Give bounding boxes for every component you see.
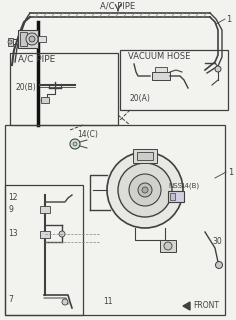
Bar — [41, 97, 49, 103]
Circle shape — [26, 33, 38, 45]
Bar — [10, 53, 118, 125]
Bar — [40, 231, 50, 238]
Bar — [120, 50, 228, 110]
Circle shape — [59, 231, 65, 237]
Bar — [137, 152, 153, 160]
Text: 12: 12 — [8, 194, 17, 203]
Bar — [170, 193, 175, 200]
Text: 9: 9 — [8, 205, 13, 214]
Bar — [160, 240, 176, 252]
Bar — [152, 72, 170, 80]
Bar — [8, 38, 13, 46]
Text: A/C PIPE: A/C PIPE — [18, 54, 55, 63]
Text: A/C PIPE: A/C PIPE — [101, 2, 135, 11]
Text: VACUUM HOSE: VACUUM HOSE — [128, 52, 190, 60]
Circle shape — [215, 261, 223, 268]
Circle shape — [118, 163, 172, 217]
Bar — [168, 191, 184, 202]
Bar — [5, 185, 83, 315]
Circle shape — [62, 299, 68, 305]
Text: 11: 11 — [103, 298, 113, 307]
Circle shape — [164, 242, 172, 250]
Text: 30: 30 — [212, 237, 222, 246]
Circle shape — [142, 187, 148, 193]
Circle shape — [8, 40, 12, 44]
Text: 13: 13 — [8, 229, 18, 238]
Text: 20(B): 20(B) — [15, 83, 36, 92]
Polygon shape — [183, 302, 190, 310]
Circle shape — [138, 183, 152, 197]
Text: 14(C): 14(C) — [77, 130, 98, 139]
Bar — [18, 30, 38, 48]
Circle shape — [215, 66, 221, 72]
Bar — [38, 36, 46, 42]
Bar — [20, 32, 27, 46]
Circle shape — [129, 174, 161, 206]
Text: 1: 1 — [228, 167, 233, 177]
Text: FRONT: FRONT — [193, 301, 219, 310]
Bar — [5, 125, 225, 315]
Circle shape — [29, 36, 35, 42]
Circle shape — [42, 232, 48, 238]
Circle shape — [107, 152, 183, 228]
Bar — [155, 67, 167, 72]
Text: 20(A): 20(A) — [130, 93, 151, 102]
Text: 1: 1 — [226, 14, 231, 23]
Bar — [40, 206, 50, 213]
Circle shape — [70, 139, 80, 149]
Bar — [133, 149, 157, 163]
Text: NSS: NSS — [168, 183, 182, 189]
Circle shape — [42, 207, 48, 213]
Text: 14(B): 14(B) — [180, 183, 199, 189]
Text: 7: 7 — [8, 295, 13, 305]
Circle shape — [73, 142, 77, 146]
